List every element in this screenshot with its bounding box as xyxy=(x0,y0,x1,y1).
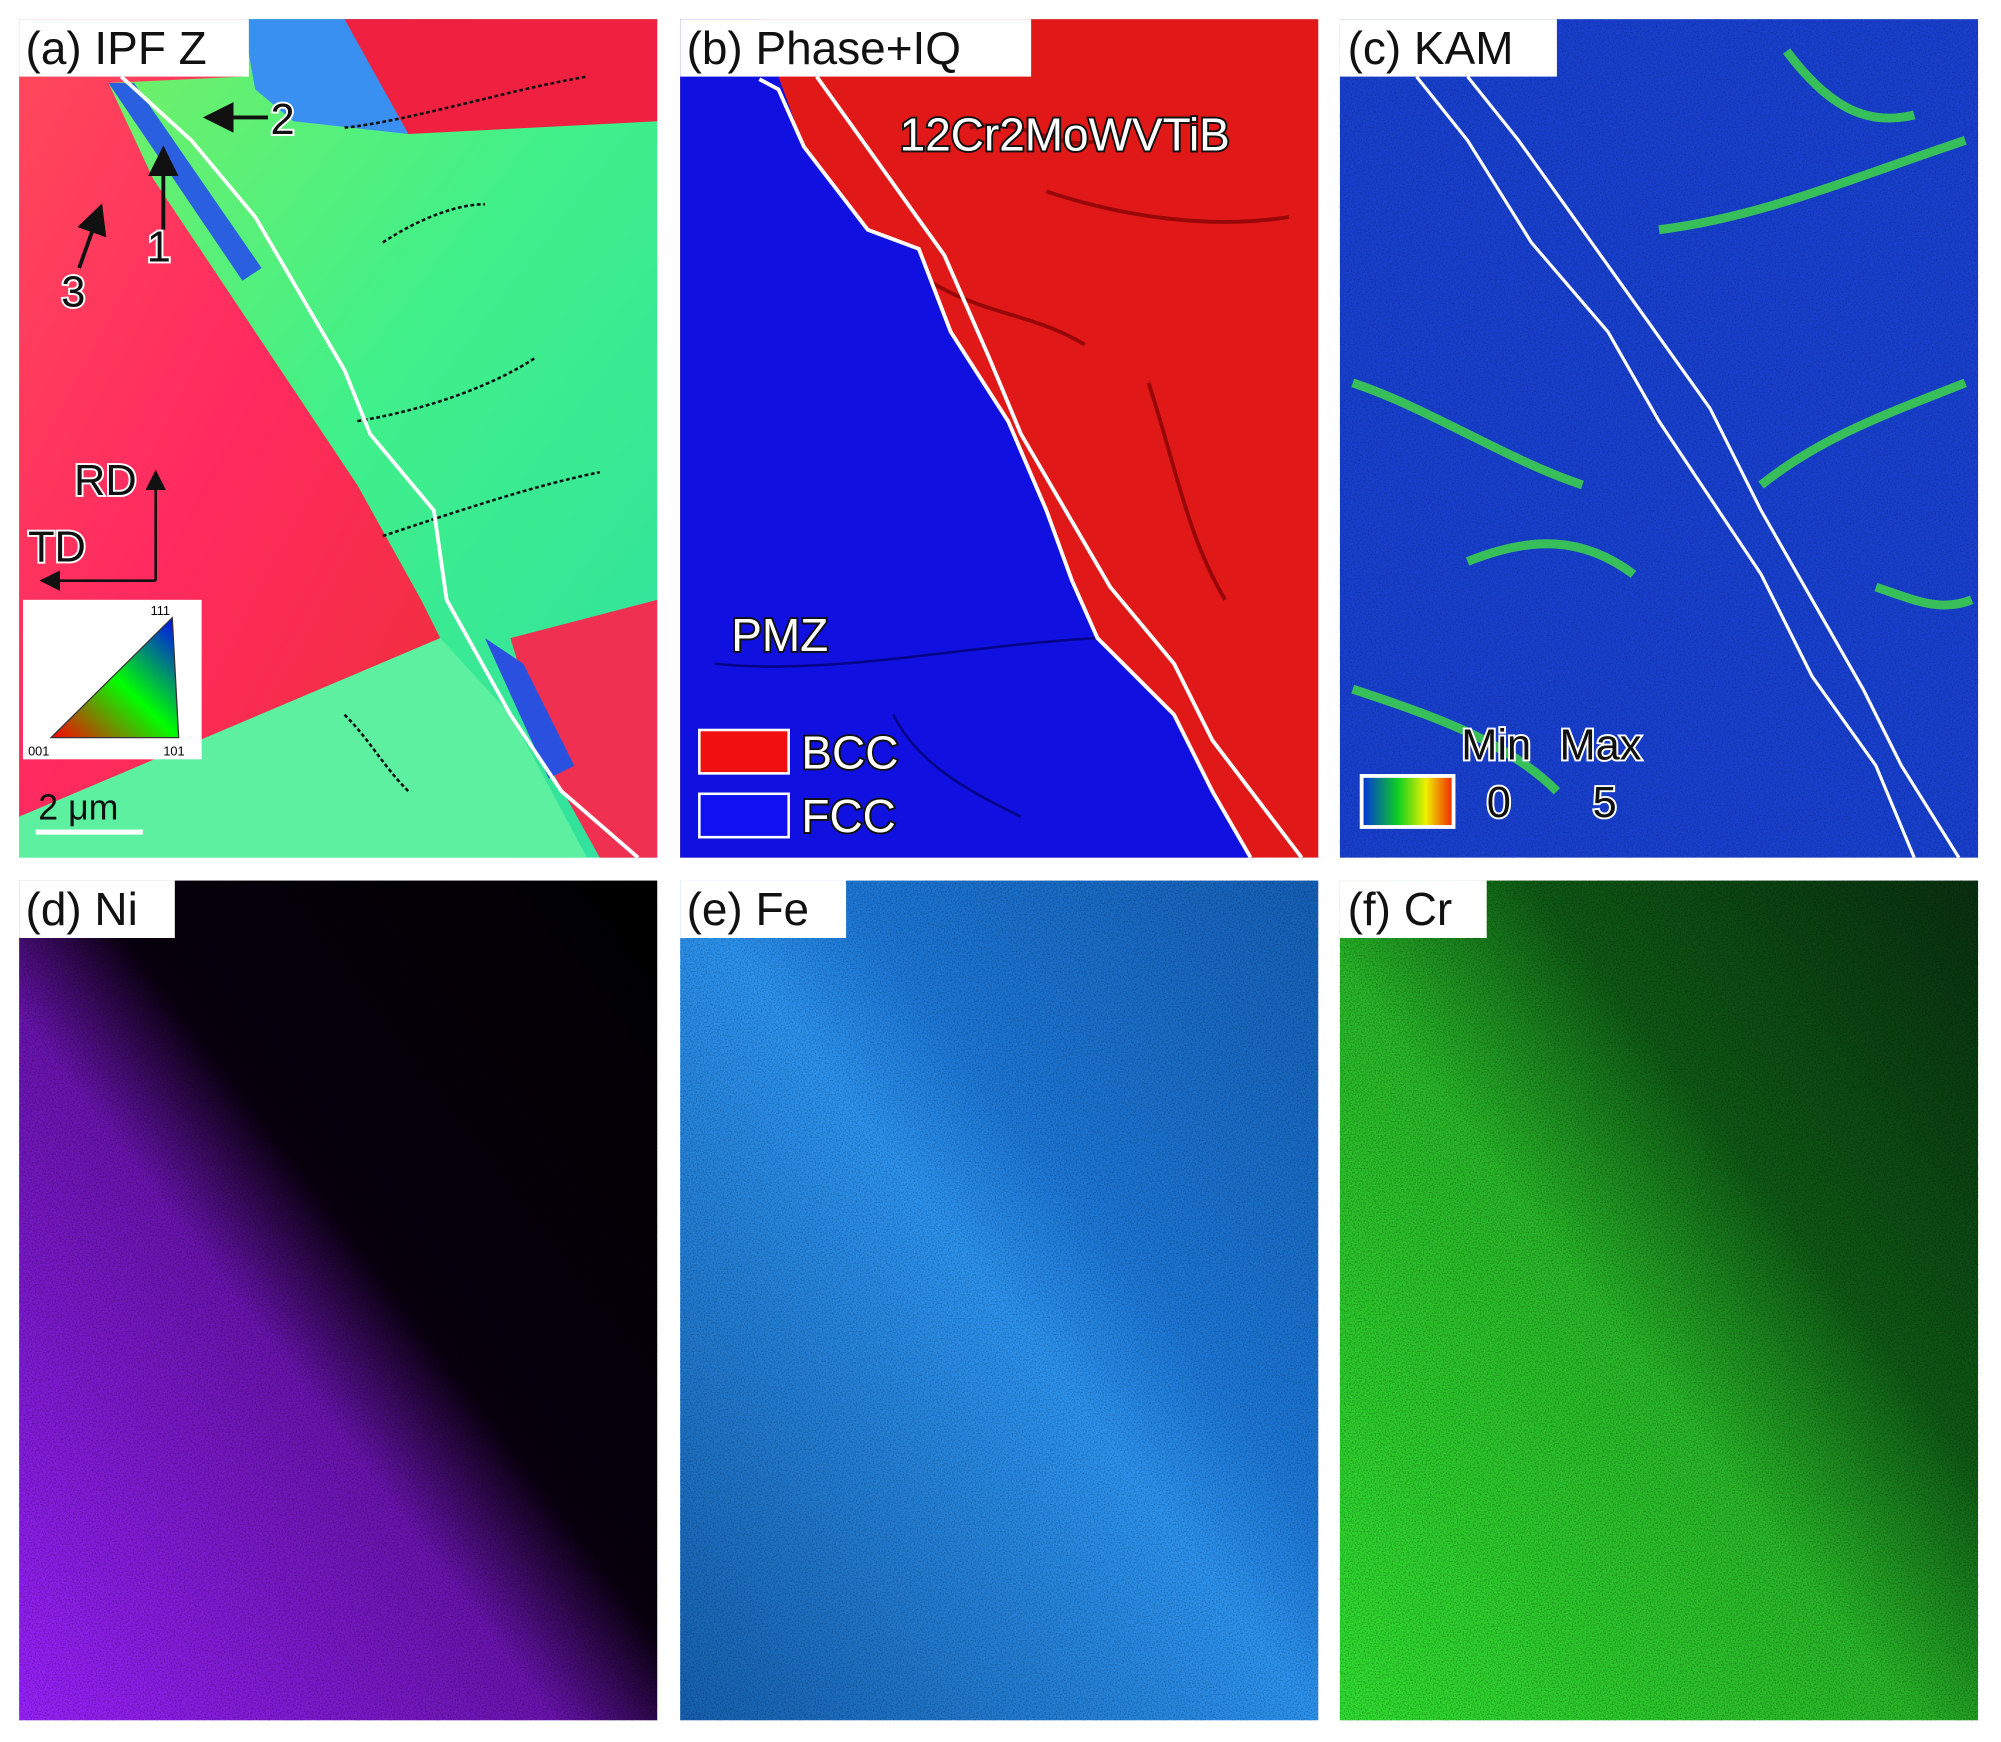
shape-polyline xyxy=(119,75,640,860)
shape-rect xyxy=(698,728,790,775)
legend-label: 101 xyxy=(163,744,184,759)
legend-label: 001 xyxy=(28,744,49,759)
shape-polygon xyxy=(510,599,658,858)
legend-label: Min xyxy=(1461,721,1531,769)
shape-rect xyxy=(680,19,1032,77)
shape-polygon xyxy=(344,19,658,135)
shape-rect xyxy=(19,880,658,1721)
shape-path xyxy=(892,123,1290,601)
panel-label: (c) KAM xyxy=(1348,22,1514,74)
panel-f: (f) Cr xyxy=(1339,880,1979,1721)
shape-rect xyxy=(1339,880,1487,938)
scale-bar: 2 μm xyxy=(38,787,118,827)
shape-rect xyxy=(1339,19,1979,858)
shape-polygon xyxy=(108,82,262,281)
panel-label: (d) Ni xyxy=(26,883,138,935)
shape-polygon xyxy=(19,638,588,858)
shape-line xyxy=(77,203,107,269)
shape-polygon xyxy=(49,616,180,739)
annotation: 3 xyxy=(61,268,85,316)
region-label: 12Cr2MoWVTiB xyxy=(900,109,1230,161)
panel-label: (b) Phase+IQ xyxy=(687,22,961,74)
shape-polygon xyxy=(680,19,1251,858)
legend-label: Max xyxy=(1559,721,1641,769)
shape-rect xyxy=(1359,774,1456,829)
legend-label: BCC xyxy=(801,726,898,778)
shape-rect xyxy=(1339,880,1979,1721)
annotation: 1 xyxy=(147,224,171,272)
panel-a: (a) IPF Z 1 2 3 RD TD 111 001 101 2 μm xyxy=(19,19,658,860)
shape-rect xyxy=(19,880,175,938)
legend-value: 5 xyxy=(1593,779,1617,827)
shape-rect xyxy=(680,880,1319,1721)
axis-label: TD xyxy=(28,524,86,572)
panel-c: (c) KAM Min Max 0 5 xyxy=(1339,19,1979,859)
axis-label: RD xyxy=(74,457,137,505)
shape-rect xyxy=(1339,19,1557,77)
region-label: PMZ xyxy=(731,609,828,661)
shape-polyline xyxy=(815,75,1304,859)
legend-value: 0 xyxy=(1487,779,1511,827)
shape-polyline xyxy=(1466,75,1961,859)
legend-label: 111 xyxy=(151,603,170,618)
panel-b: (b) Phase+IQ 12Cr2MoWVTiB PMZ BCC FCC xyxy=(680,19,1319,859)
shape-polyline xyxy=(758,77,1253,859)
shape-polyline xyxy=(1415,75,1916,859)
shape-path xyxy=(1351,48,1974,795)
panel-label: (f) Cr xyxy=(1348,883,1453,935)
legend-label: FCC xyxy=(801,790,895,842)
annotation: 2 xyxy=(271,96,295,144)
shape-path xyxy=(714,636,1098,818)
panel-d: (d) Ni xyxy=(19,880,658,1721)
shape-rect xyxy=(19,19,249,77)
shape-polygon xyxy=(484,638,575,779)
shape-rect xyxy=(680,880,847,938)
panel-label: (a) IPF Z xyxy=(26,22,207,74)
panel-e: (e) Fe xyxy=(680,880,1319,1721)
shape-rect xyxy=(698,792,790,839)
panel-label: (e) Fe xyxy=(687,883,810,935)
